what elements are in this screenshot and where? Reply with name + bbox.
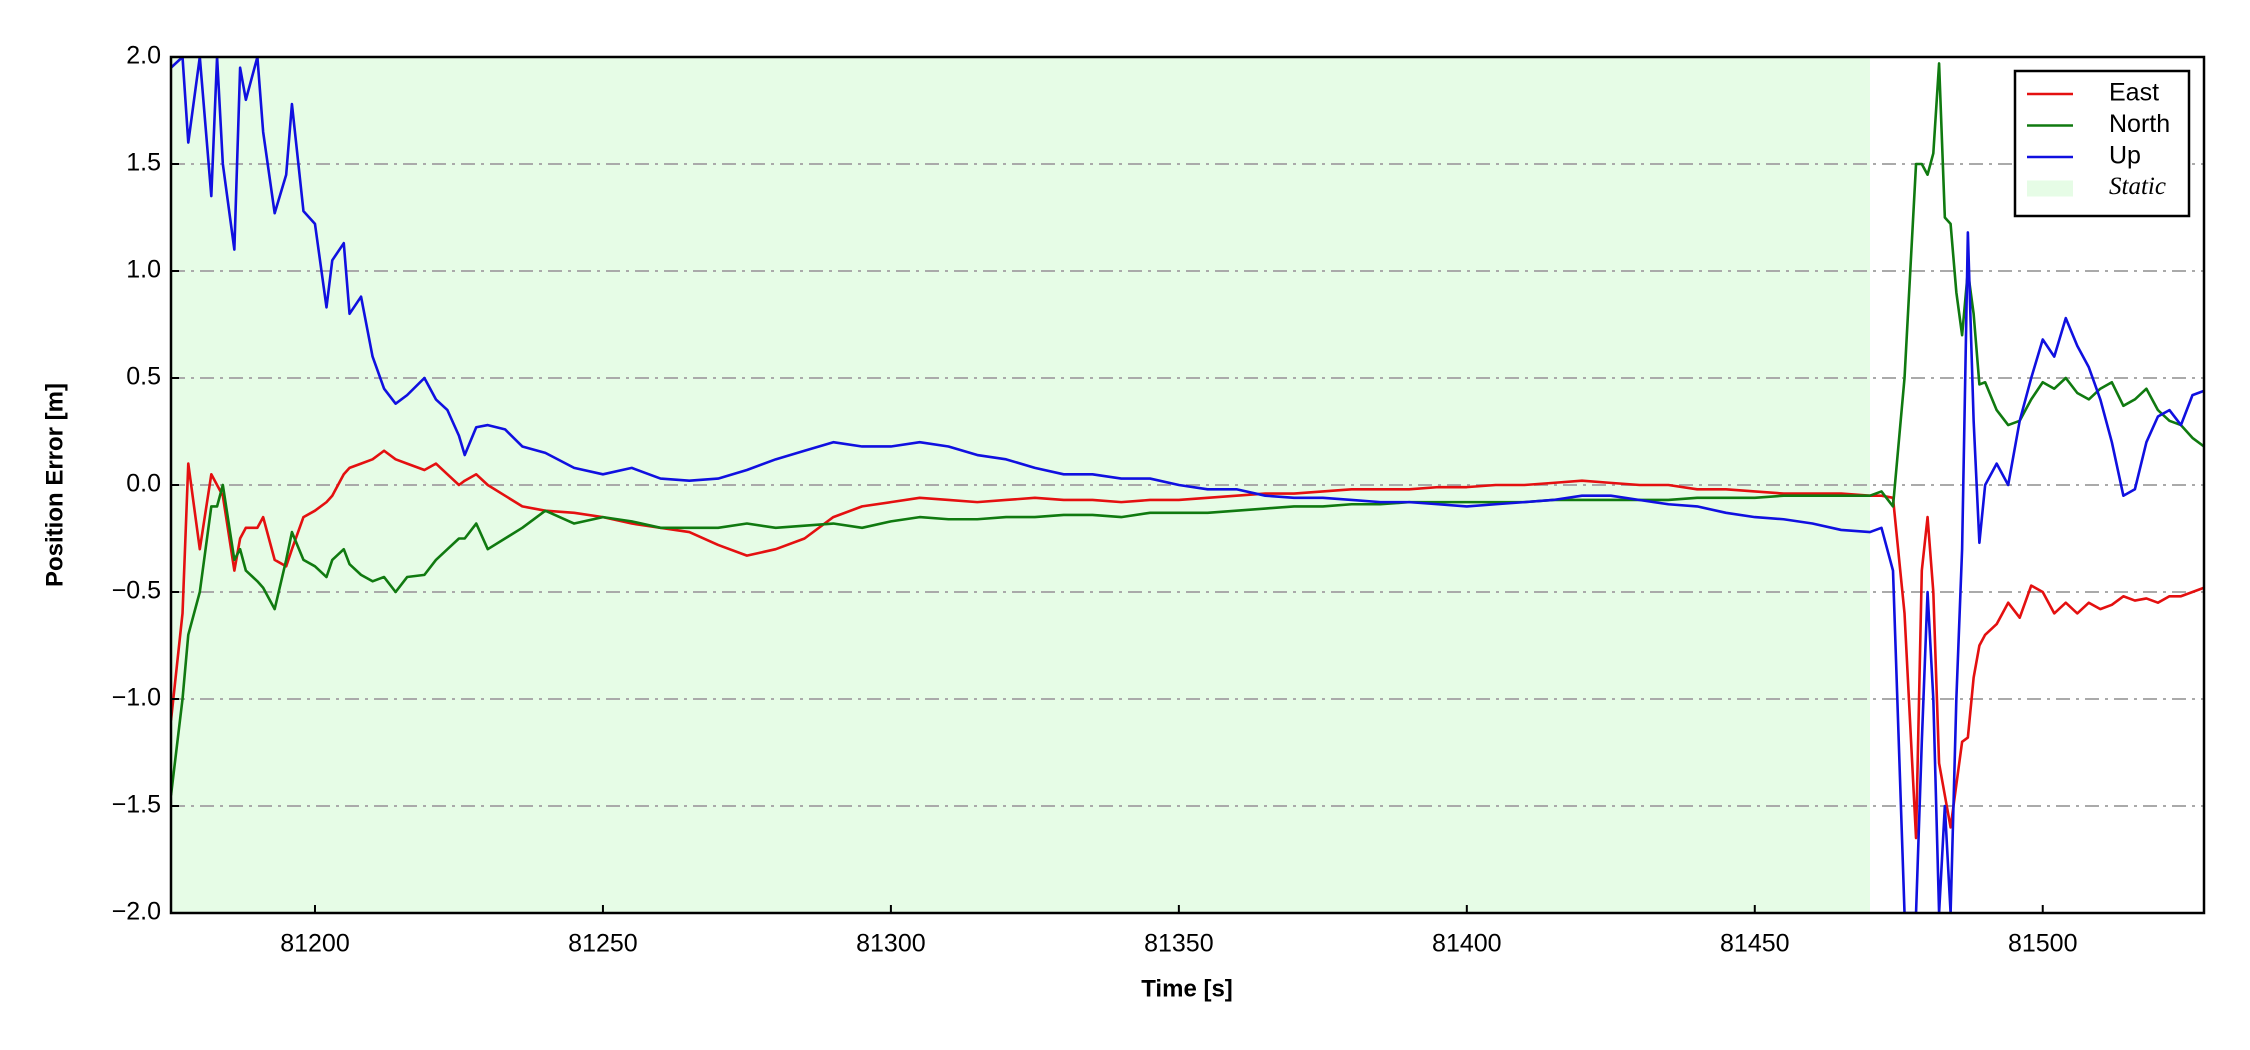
x-tick-label: 81200 [280,930,350,958]
x-tick-label: 81500 [2008,930,2078,958]
y-tick-label: 0.0 [126,470,161,498]
x-axis-label: Time [s] [1141,975,1233,1002]
data-line [171,449,2204,840]
x-tick-label: 81400 [1432,930,1502,958]
legend-swatch [2027,180,2073,197]
y-tick-label: 0.5 [126,363,161,391]
y-tick-label: −1.0 [112,684,161,712]
legend-label: Up [2109,142,2141,170]
x-tick-label: 81300 [856,930,926,958]
legend: East North Up Static [2013,69,2191,218]
y-tick-label: −1.5 [112,791,161,819]
legend-label: East [2109,79,2159,107]
data-line [171,57,2204,913]
x-tick-label: 81450 [1720,930,1790,958]
data-line [171,62,2204,796]
y-tick-label: −2.0 [112,898,161,926]
y-tick-label: 1.5 [126,149,161,177]
y-tick-label: 2.0 [126,42,161,70]
x-tick-label: 81350 [1144,930,1214,958]
legend-label: North [2109,110,2170,138]
y-tick-label: 1.0 [126,256,161,284]
plot-area [171,57,2204,913]
x-tick-label: 81250 [568,930,638,958]
legend-label: Static [2109,173,2166,200]
y-axis-label: Position Error [m] [41,383,68,587]
y-tick-label: −0.5 [112,577,161,605]
